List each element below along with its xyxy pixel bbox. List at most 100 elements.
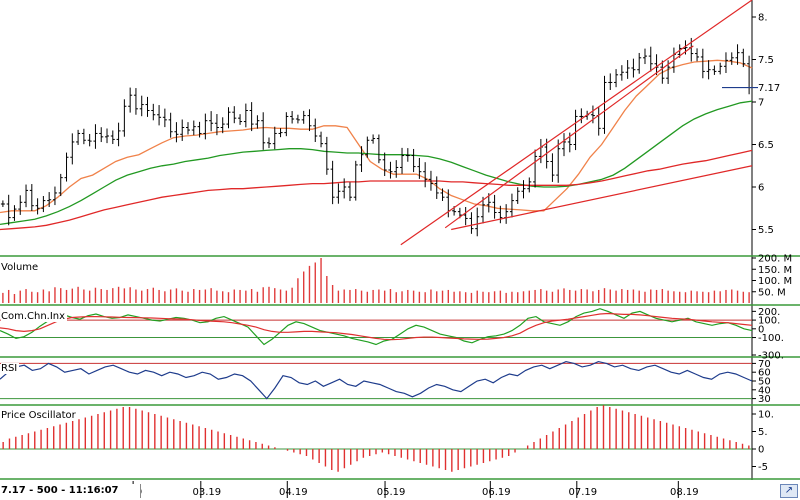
- ohlc-bar: [238, 114, 243, 125]
- status-readout: 7.17 - 500 - 11:16:07: [0, 484, 141, 498]
- ohlc-bar: [105, 128, 110, 144]
- ohlc-bar: [428, 170, 433, 191]
- ohlc-bar: [0, 200, 5, 207]
- ohlc-bar: [481, 196, 486, 224]
- ohlc-bar: [226, 107, 231, 129]
- y-tick-label: 6.5: [758, 140, 774, 151]
- ohlc-bar: [741, 48, 746, 68]
- x-tick-label: 06.19: [482, 487, 511, 498]
- y-tick-label: 7: [758, 98, 764, 109]
- ohlc-bar: [695, 48, 700, 62]
- ohlc-bar: [579, 108, 584, 124]
- ohlc-bar: [330, 160, 335, 205]
- ohlc-bar: [619, 65, 624, 81]
- ohlc-bar: [81, 128, 86, 145]
- last-price-label: 7.17: [758, 83, 780, 94]
- y-tick-label: 8.: [758, 13, 768, 24]
- ohlc-bar: [313, 118, 318, 143]
- y-tick-label: 5.: [758, 427, 768, 438]
- ohlc-bar: [405, 148, 410, 162]
- y-tick-label: 150. M: [758, 265, 792, 276]
- ohlc-bar: [423, 162, 428, 188]
- ohlc-bar: [180, 119, 185, 141]
- ohlc-bar: [162, 108, 167, 128]
- chart-tool-icon[interactable]: ↗: [780, 484, 798, 498]
- ohlc-bar: [469, 212, 474, 234]
- y-tick-label: 30: [758, 394, 771, 405]
- ohlc-bar: [608, 73, 613, 90]
- y-tick-label: -100.: [758, 333, 784, 344]
- ohlc-bar: [573, 109, 578, 151]
- ohlc-bar: [70, 133, 75, 165]
- y-tick-label: 40: [758, 385, 771, 396]
- ohlc-bar: [747, 55, 752, 95]
- ohlc-bar: [735, 44, 740, 65]
- y-tick-label: -300.: [758, 351, 784, 362]
- x-tick-label: 07.19: [568, 487, 597, 498]
- rsi-panel-title: RSI: [1, 363, 20, 374]
- ohlc-bar: [266, 137, 271, 149]
- ohlc-bar: [388, 161, 393, 179]
- ohlc-bar: [648, 46, 653, 72]
- ohlc-bar: [700, 48, 705, 79]
- ohlc-bar: [290, 111, 295, 124]
- ohlc-bar: [41, 196, 46, 213]
- ohlc-bar: [359, 146, 364, 173]
- y-tick-label: 100. M: [758, 276, 792, 287]
- ohlc-bar: [498, 205, 503, 224]
- ohlc-bar: [278, 128, 283, 138]
- ohlc-bar: [382, 152, 387, 177]
- ohlc-bar: [411, 148, 416, 173]
- ohlc-bar: [475, 207, 480, 237]
- ohlc-bar: [371, 134, 376, 144]
- y-tick-label: 6: [758, 183, 764, 194]
- ohlc-bar: [434, 176, 439, 199]
- ohlc-bar: [527, 177, 532, 193]
- ohlc-bar: [365, 136, 370, 158]
- y-tick-label: 7.5: [758, 55, 774, 66]
- ohlc-bar: [35, 198, 40, 215]
- x-tick-label: 04.19: [279, 487, 308, 498]
- ohlc-bar: [723, 52, 728, 74]
- ma_long-line: [0, 149, 753, 231]
- y-tick-label: 200. M: [758, 254, 792, 265]
- ohlc-bar: [151, 103, 156, 121]
- ohlc-bar: [64, 152, 69, 182]
- y-tick-label: 50: [758, 377, 771, 388]
- y-tick-label: 70: [758, 359, 771, 370]
- ohlc-bar: [29, 184, 34, 211]
- ohlc-bar: [307, 109, 312, 132]
- ohlc-bar: [58, 173, 63, 197]
- cci-line: [0, 308, 753, 346]
- volume-panel-title: Volume: [1, 262, 41, 273]
- rsi-line: [0, 360, 753, 400]
- ohlc-bar: [712, 65, 717, 75]
- ohlc-bar: [52, 186, 57, 206]
- ohlc-bar: [596, 106, 601, 136]
- ohlc-bar: [324, 136, 329, 175]
- ohlc-bar: [515, 187, 520, 204]
- ma_mid-line: [0, 100, 753, 226]
- ohlc-bar: [133, 88, 138, 115]
- ma_short-line: [0, 59, 753, 214]
- ohlc-bar: [342, 178, 347, 199]
- ohlc-bar: [12, 205, 17, 221]
- ohlc-bar: [272, 126, 277, 150]
- y-tick-label: 50. M: [758, 287, 786, 298]
- ohlc-bar: [319, 131, 324, 148]
- ohlc-bar: [110, 130, 115, 145]
- ohlc-bar: [295, 114, 300, 124]
- ohlc-bar: [197, 121, 202, 138]
- ohlc-bar: [614, 69, 619, 88]
- ohlc-bar: [139, 95, 144, 117]
- ohlc-bar: [87, 133, 92, 147]
- ohlc-bar: [76, 129, 81, 145]
- ohlc-bar: [99, 127, 104, 143]
- ohlc-bar: [232, 106, 237, 124]
- x-tick-label: 05.19: [377, 487, 406, 498]
- ohlc-bar: [214, 114, 219, 136]
- ohlc-bar: [336, 183, 341, 204]
- ohlc-bar: [209, 111, 214, 132]
